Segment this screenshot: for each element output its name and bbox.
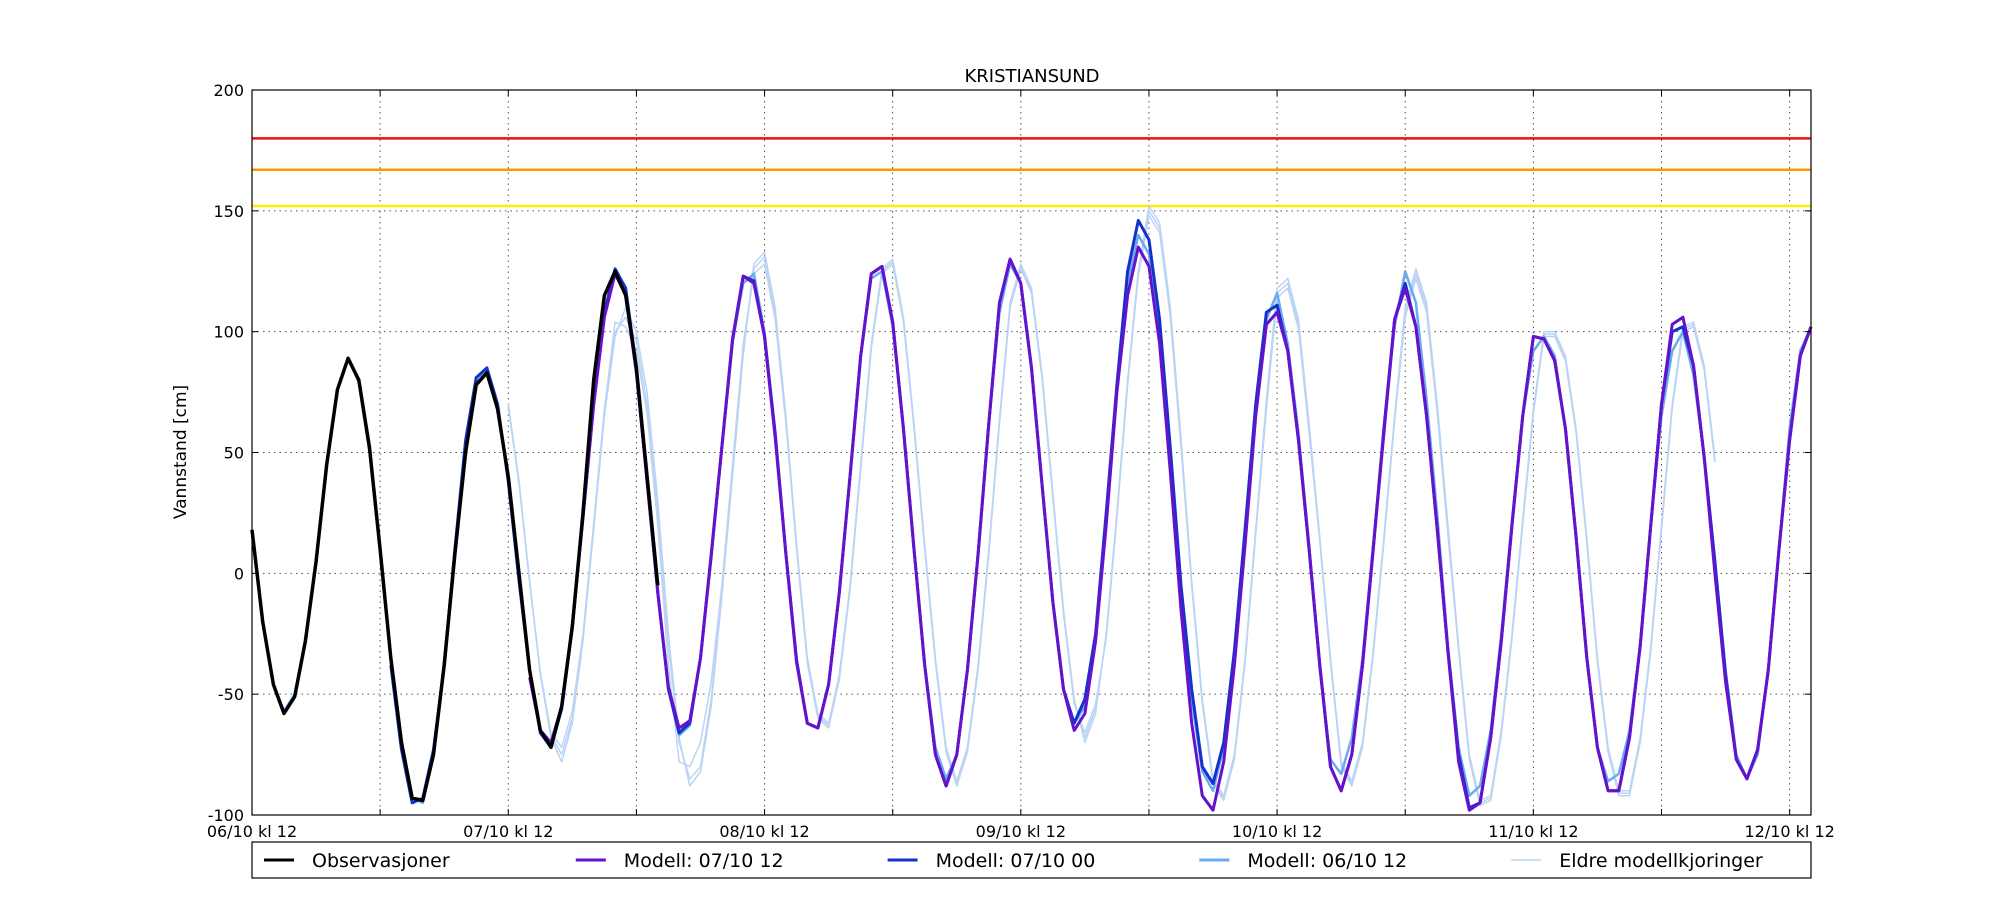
older-run-line <box>507 210 1716 804</box>
older-run-line <box>507 214 1716 807</box>
x-tick-label: 07/10 kl 12 <box>463 822 553 841</box>
threshold-lines <box>252 137 1811 208</box>
observasjoner-line <box>250 269 660 803</box>
x-tick-label: 08/10 kl 12 <box>719 822 809 841</box>
y-tick-label: 200 <box>213 81 244 100</box>
y-tick-label: 0 <box>234 564 244 583</box>
x-tick-label: 09/10 kl 12 <box>976 822 1066 841</box>
x-tick-label: 06/10 kl 12 <box>207 822 297 841</box>
y-tick-label: 100 <box>213 323 244 342</box>
x-tick-label: 11/10 kl 12 <box>1488 822 1578 841</box>
y-tick-label: -100 <box>208 806 244 825</box>
legend-box <box>251 841 1812 879</box>
modell-07-10-12-line <box>528 245 1813 812</box>
x-tick-label: 10/10 kl 12 <box>1232 822 1322 841</box>
grid-lines <box>252 90 1811 815</box>
series-lines <box>250 205 1813 812</box>
legend-label: Modell: 06/10 12 <box>1247 850 1407 872</box>
legend: Observasjoner Modell: 07/10 12 Modell: 07/… <box>251 841 1812 879</box>
legend-label: Observasjoner <box>312 850 450 872</box>
y-tick-label: 50 <box>224 444 244 463</box>
y-tick-label: 150 <box>213 202 244 221</box>
legend-label: Eldre modellkjoringer <box>1559 850 1763 872</box>
y-axis-label: Vannstand [cm] <box>171 385 191 519</box>
x-tick-label: 12/10 kl 12 <box>1744 822 1834 841</box>
modell-06-10-12-line <box>250 233 1813 805</box>
older-run-line <box>507 205 1716 802</box>
y-tick-label: -50 <box>218 685 244 704</box>
legend-label: Modell: 07/10 00 <box>936 850 1096 872</box>
legend-label: Modell: 07/10 12 <box>624 850 784 872</box>
plot-frame <box>251 89 1812 816</box>
chart-title: KRISTIANSUND <box>964 66 1099 87</box>
